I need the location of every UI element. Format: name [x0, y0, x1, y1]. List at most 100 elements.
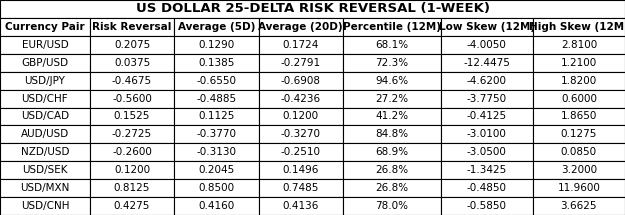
Text: 0.4136: 0.4136 [282, 201, 319, 211]
Text: 0.6000: 0.6000 [561, 94, 597, 104]
Bar [259, 161, 343, 179]
Text: -0.5600: -0.5600 [112, 94, 152, 104]
Text: 27.2%: 27.2% [375, 94, 408, 104]
Bar [441, 197, 532, 215]
Text: 0.2075: 0.2075 [114, 40, 150, 50]
Bar [90, 179, 174, 197]
Bar [174, 72, 259, 90]
Text: -0.6908: -0.6908 [281, 76, 321, 86]
Bar [90, 90, 174, 108]
Text: USD/SEK: USD/SEK [22, 165, 68, 175]
Text: USD/JPY: USD/JPY [24, 76, 66, 86]
Bar [0, 72, 90, 90]
Text: 0.1200: 0.1200 [114, 165, 150, 175]
Text: 0.1525: 0.1525 [114, 111, 150, 121]
Text: -0.2600: -0.2600 [112, 147, 152, 157]
Text: 0.1125: 0.1125 [198, 111, 234, 121]
Bar [0, 197, 90, 215]
Text: EUR/USD: EUR/USD [21, 40, 68, 50]
Text: 68.1%: 68.1% [375, 40, 408, 50]
Text: 0.1200: 0.1200 [282, 111, 319, 121]
Bar [343, 197, 441, 215]
Bar [0, 36, 90, 54]
Text: -1.3425: -1.3425 [467, 165, 507, 175]
Text: -4.0050: -4.0050 [467, 40, 507, 50]
Bar [259, 143, 343, 161]
Bar [532, 161, 625, 179]
Bar [259, 36, 343, 54]
Bar [174, 125, 259, 143]
Bar [259, 54, 343, 72]
Bar [174, 90, 259, 108]
Bar [259, 197, 343, 215]
Text: 2.8100: 2.8100 [561, 40, 597, 50]
Text: Currency Pair: Currency Pair [5, 22, 85, 32]
Bar [441, 179, 532, 197]
Text: -0.3770: -0.3770 [196, 129, 236, 139]
Text: Percentile (12M): Percentile (12M) [342, 22, 441, 32]
Bar [90, 161, 174, 179]
Bar [174, 197, 259, 215]
Text: 11.9600: 11.9600 [558, 183, 601, 193]
Text: 26.8%: 26.8% [375, 183, 408, 193]
Bar [532, 36, 625, 54]
Text: US DOLLAR 25-DELTA RISK REVERSAL (1-WEEK): US DOLLAR 25-DELTA RISK REVERSAL (1-WEEK… [136, 2, 489, 15]
Text: 0.0375: 0.0375 [114, 58, 150, 68]
Text: -0.2725: -0.2725 [112, 129, 152, 139]
Bar [90, 18, 174, 36]
Text: 94.6%: 94.6% [375, 76, 408, 86]
Bar [343, 143, 441, 161]
Text: USD/CNH: USD/CNH [21, 201, 69, 211]
Text: 41.2%: 41.2% [375, 111, 408, 121]
Bar [259, 179, 343, 197]
Text: 0.1275: 0.1275 [561, 129, 597, 139]
Bar [441, 125, 532, 143]
Bar [90, 108, 174, 125]
Bar [532, 72, 625, 90]
Bar [90, 54, 174, 72]
Text: Low Skew (12M): Low Skew (12M) [439, 22, 535, 32]
Text: -0.3130: -0.3130 [196, 147, 236, 157]
Bar [343, 125, 441, 143]
Text: 84.8%: 84.8% [375, 129, 408, 139]
Text: Risk Reversal: Risk Reversal [92, 22, 172, 32]
Bar [174, 143, 259, 161]
Bar [343, 179, 441, 197]
Text: 68.9%: 68.9% [375, 147, 408, 157]
Bar [90, 143, 174, 161]
Bar [343, 36, 441, 54]
Bar [0, 179, 90, 197]
Text: 26.8%: 26.8% [375, 165, 408, 175]
Text: -0.4125: -0.4125 [467, 111, 507, 121]
Bar [174, 54, 259, 72]
Text: -3.0100: -3.0100 [467, 129, 507, 139]
Bar [90, 72, 174, 90]
Bar [259, 90, 343, 108]
Text: 1.2100: 1.2100 [561, 58, 597, 68]
Text: NZD/USD: NZD/USD [21, 147, 69, 157]
Text: USD/CAD: USD/CAD [21, 111, 69, 121]
Bar [343, 108, 441, 125]
Bar [441, 72, 532, 90]
Bar [174, 179, 259, 197]
Text: GBP/USD: GBP/USD [21, 58, 69, 68]
Bar [343, 90, 441, 108]
Bar [532, 54, 625, 72]
Bar [441, 161, 532, 179]
Text: 1.8200: 1.8200 [561, 76, 597, 86]
Text: USD/MXN: USD/MXN [20, 183, 69, 193]
Bar [441, 108, 532, 125]
Bar [259, 18, 343, 36]
Bar [441, 54, 532, 72]
Bar [174, 36, 259, 54]
Text: Average (20D): Average (20D) [259, 22, 343, 32]
Bar [174, 18, 259, 36]
Text: 0.4275: 0.4275 [114, 201, 150, 211]
Bar [343, 161, 441, 179]
Bar [0, 54, 90, 72]
Text: -0.6550: -0.6550 [196, 76, 236, 86]
Text: -0.4885: -0.4885 [196, 94, 236, 104]
Bar [0, 125, 90, 143]
Bar [259, 108, 343, 125]
Text: 0.1385: 0.1385 [198, 58, 234, 68]
